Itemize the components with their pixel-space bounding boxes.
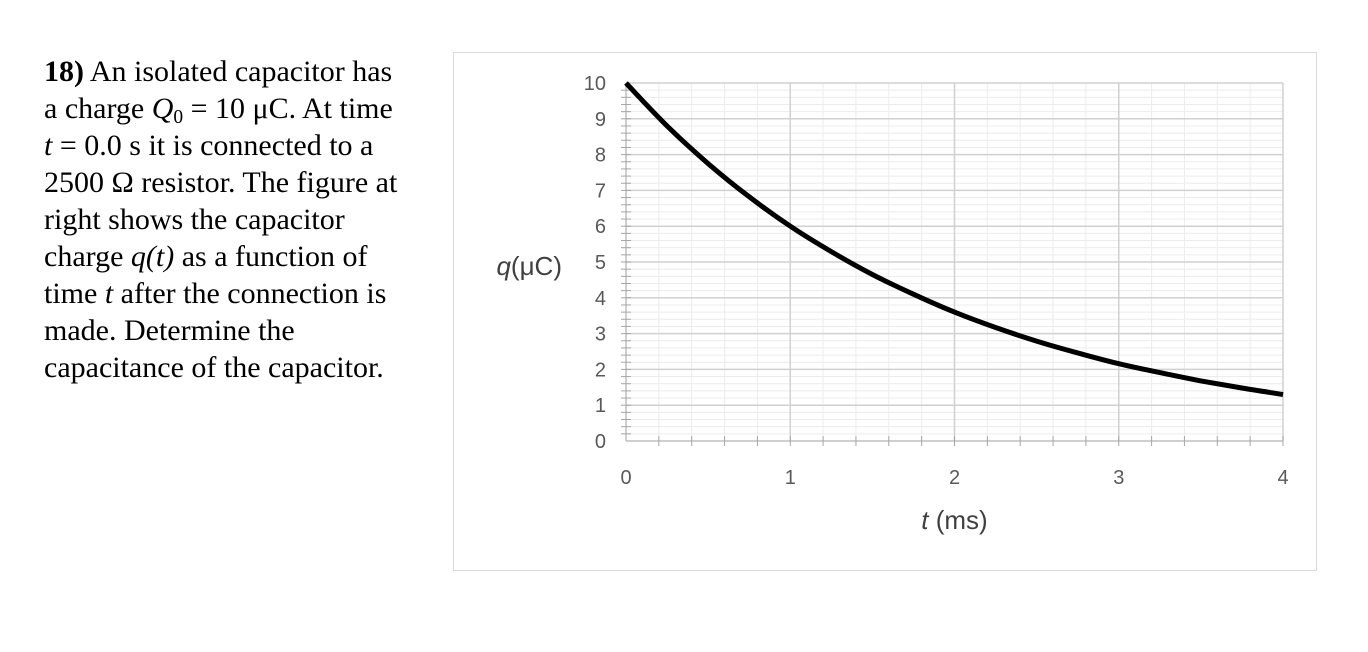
math-symbol: t xyxy=(44,129,53,162)
x-tick-label: 0 xyxy=(620,467,631,489)
problem-line: 18) An isolated capacitor has xyxy=(44,53,444,90)
y-tick-label: 0 xyxy=(595,431,606,453)
y-tick-label: 8 xyxy=(595,145,606,167)
problem-line: right shows the capacitor xyxy=(44,201,444,238)
y-axis-variable: q xyxy=(496,251,511,281)
x-axis-unit: (ms) xyxy=(929,505,988,535)
problem-text: made. Determine the xyxy=(44,314,295,347)
problem-line: 2500 Ω resistor. The figure at xyxy=(44,164,444,201)
y-tick-label: 6 xyxy=(595,216,606,238)
problem-text: An isolated capacitor has xyxy=(84,55,393,88)
charge-decay-curve xyxy=(624,81,1284,397)
problem-text: as a function of xyxy=(174,240,368,273)
y-tick-label: 5 xyxy=(595,252,606,274)
y-tick-label: 4 xyxy=(595,288,606,310)
problem-text: charge xyxy=(44,240,131,273)
x-tick-label: 2 xyxy=(949,467,960,489)
x-tick-label: 3 xyxy=(1113,467,1124,489)
math-symbol: Q xyxy=(151,92,174,125)
y-tick-label: 7 xyxy=(595,180,606,202)
problem-text: 2500 Ω resistor. The figure at xyxy=(44,166,398,199)
charge-vs-time-chart: 0 1 2 3 4 5 6 7 8 9 10 0 1 2 3 4 q(μC) t (ms) xyxy=(496,73,1288,535)
problem-text: = 0.0 s it is connected to a xyxy=(52,129,374,162)
problem-line: a charge Q0 = 10 μC. At time xyxy=(44,90,444,127)
y-tick-label: 10 xyxy=(584,73,606,95)
problem-text: a charge xyxy=(44,92,152,125)
y-axis-title: q(μC) xyxy=(496,251,562,281)
x-tick-label: 1 xyxy=(785,467,796,489)
math-symbol: t xyxy=(104,277,114,310)
x-axis-title: t (ms) xyxy=(921,505,987,535)
problem-line: made. Determine the xyxy=(44,312,444,349)
problem-line: capacitance of the capacitor. xyxy=(44,349,444,386)
chart-frame: 0 1 2 3 4 5 6 7 8 9 10 0 1 2 3 4 q(μC) t (ms) xyxy=(453,52,1317,571)
problem-line: t = 0.0 s it is connected to a xyxy=(44,127,444,164)
problem-statement: 18) An isolated capacitor has a charge Q0… xyxy=(44,53,444,386)
problem-number: 18) xyxy=(44,55,84,88)
problem-text: time xyxy=(44,277,105,310)
y-tick-label: 1 xyxy=(595,395,606,417)
x-axis-variable: t xyxy=(921,505,930,535)
problem-text: after the connection is xyxy=(113,277,387,310)
x-tick-label: 4 xyxy=(1277,467,1288,489)
problem-line: charge q(t) as a function of xyxy=(44,238,444,275)
y-tick-label: 9 xyxy=(595,109,606,131)
y-axis-unit: (μC) xyxy=(511,251,562,281)
problem-text: = 10 μC. At time xyxy=(183,92,393,125)
math-subscript: 0 xyxy=(173,106,184,128)
y-tick-label: 3 xyxy=(595,324,606,346)
problem-line: time t after the connection is xyxy=(44,275,444,312)
problem-text: right shows the capacitor xyxy=(44,203,345,236)
y-tick-label: 2 xyxy=(595,359,606,381)
problem-text: capacitance of the capacitor. xyxy=(44,351,384,384)
math-symbol: q(t) xyxy=(130,240,175,273)
